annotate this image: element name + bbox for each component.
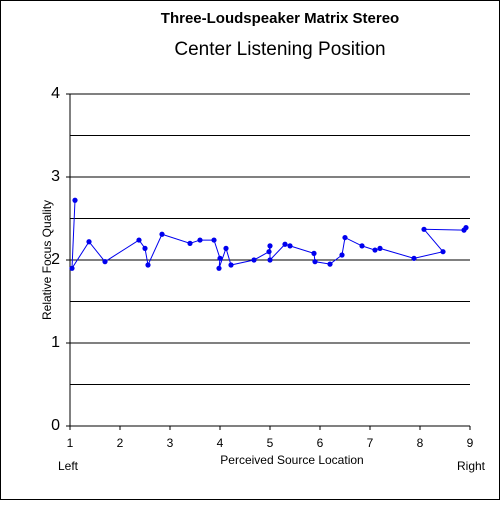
- x-tick-label: 5: [267, 436, 274, 450]
- data-point: [223, 245, 229, 251]
- data-point: [327, 261, 333, 267]
- data-point: [197, 237, 203, 243]
- data-point: [377, 245, 383, 251]
- data-point: [421, 226, 427, 232]
- y-tick-label: 0: [51, 417, 60, 434]
- x-tick-label: 1: [67, 436, 74, 450]
- data-point: [287, 243, 293, 249]
- y-tick-label: 3: [51, 168, 60, 185]
- y-tick-label: 4: [51, 85, 60, 102]
- data-point: [342, 234, 348, 241]
- data-point: [187, 240, 193, 246]
- data-point: [72, 197, 78, 203]
- data-point: [142, 245, 148, 251]
- x-tick-label: 4: [217, 436, 224, 450]
- x-tick-label: 3: [167, 436, 174, 450]
- data-point: [266, 249, 272, 255]
- x-tick-label: 8: [417, 436, 424, 450]
- x-tick-label: 9: [467, 436, 474, 450]
- data-point: [267, 257, 273, 263]
- y-tick-label: 1: [51, 334, 60, 351]
- chart-subtitle: Center Listening Position: [174, 39, 385, 60]
- data-point: [69, 265, 75, 271]
- data-point: [102, 259, 108, 265]
- data-point: [282, 241, 288, 247]
- data-point: [145, 262, 151, 268]
- series-line: [71, 200, 467, 271]
- x-tick-label: 7: [367, 436, 374, 450]
- data-point: [136, 237, 142, 243]
- chart-title: Three-Loudspeaker Matrix Stereo: [161, 10, 399, 27]
- x-tick-label: 2: [117, 436, 124, 450]
- x-end-label: Left: [58, 459, 79, 473]
- data-point: [228, 262, 234, 268]
- data-point: [86, 239, 92, 245]
- data-point: [216, 265, 222, 271]
- data-point: [267, 243, 273, 249]
- data-point: [159, 231, 165, 237]
- y-tick-label: 2: [51, 251, 60, 268]
- data-point: [440, 249, 446, 255]
- data-point: [251, 257, 257, 263]
- data-point: [463, 225, 469, 231]
- data-point: [372, 247, 378, 253]
- data-point: [312, 259, 318, 265]
- data-point: [211, 237, 217, 243]
- data-point: [411, 255, 417, 261]
- x-end-label: Right: [457, 459, 486, 473]
- data-point: [359, 243, 365, 249]
- x-tick-label: 6: [317, 436, 324, 450]
- data-point: [217, 255, 223, 261]
- data-point: [311, 250, 317, 256]
- data-point: [339, 252, 345, 258]
- y-axis-label: Relative Focus Quality: [40, 200, 54, 320]
- x-axis-label: Perceived Source Location: [220, 453, 363, 467]
